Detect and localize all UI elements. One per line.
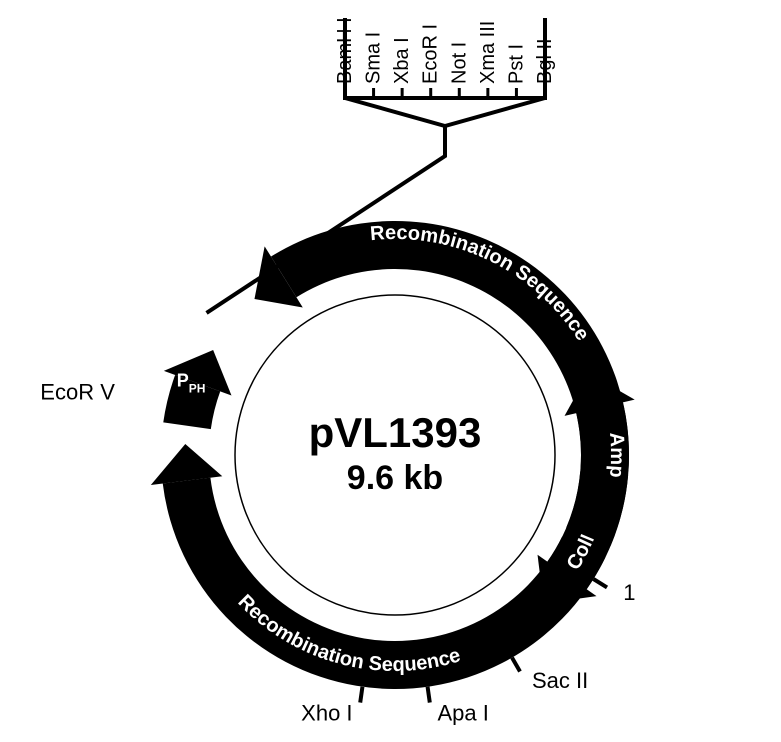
mcs-site-xmaiii: Xma III	[477, 21, 499, 84]
mcs-site-noti: Not I	[448, 42, 470, 84]
site-label-ecorv: EcoR V	[40, 379, 115, 404]
plasmid-name: pVL1393	[309, 409, 482, 456]
tick-apai	[428, 687, 430, 703]
site-label-xhoi: Xho I	[301, 700, 352, 725]
tick-1	[593, 579, 607, 587]
site-label-1: 1	[623, 580, 635, 605]
plasmid-size: 9.6 kb	[347, 459, 443, 497]
tick-xhoi	[360, 687, 362, 703]
mcs-site-smai: Sma I	[363, 32, 385, 84]
mcs-site-psti: Pst I	[505, 44, 527, 84]
mcs-site-ecori: EcoR I	[420, 24, 442, 84]
mcs-site-bglii: Bgl II	[534, 38, 556, 84]
mcs-site-bamhi: BamH I	[334, 17, 356, 84]
mcs-v	[345, 98, 545, 126]
tick-sacii	[512, 658, 520, 672]
mcs-site-xbai: Xba I	[391, 37, 413, 84]
site-label-sacii: Sac II	[532, 668, 588, 693]
mcs-stem	[207, 126, 445, 313]
segment-label-amp: Amp	[605, 432, 628, 479]
site-label-apai: Apa I	[437, 700, 488, 725]
